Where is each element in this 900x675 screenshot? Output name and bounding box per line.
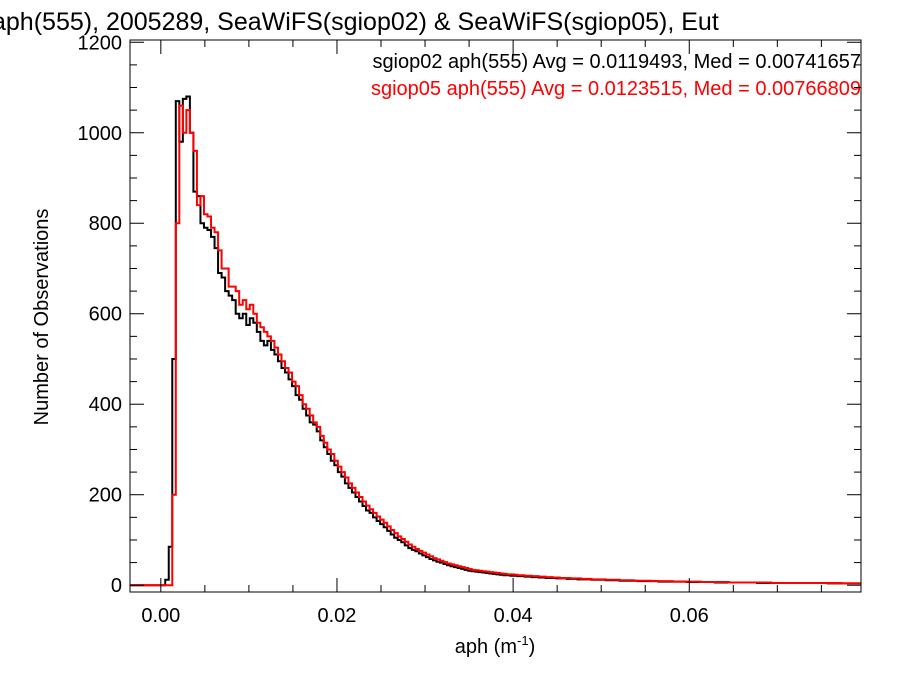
x-axis-label-close: ) [529, 636, 536, 658]
x-axis-label-main: aph (m [455, 636, 517, 658]
y-tick-label: 800 [89, 213, 122, 235]
x-tick-label: 0.00 [141, 605, 180, 627]
x-tick-label: 0.06 [670, 605, 709, 627]
plot-frame [129, 39, 862, 593]
y-tick-label: 400 [89, 394, 122, 416]
axis-ticks: 0 200 400 600 800 1000 1200 0.00 0.02 0.04 0.06 [78, 32, 861, 627]
y-tick-label: 1200 [78, 32, 123, 54]
y-tick-label: 0 [111, 575, 122, 597]
legend-entry-sgiop02: sgiop02 aph(555) Avg = 0.0119493, Med = … [372, 51, 861, 73]
y-tick-label: 600 [89, 304, 122, 326]
series-line-1 [130, 104, 861, 587]
y-tick-label: 200 [89, 485, 122, 507]
series-layer [130, 95, 861, 587]
x-tick-label: 0.04 [494, 605, 533, 627]
legend-entry-sgiop05: sgiop05 aph(555) Avg = 0.0123515, Med = … [371, 78, 861, 100]
series-line-0 [130, 95, 861, 587]
y-axis-label: Number of Observations [31, 209, 53, 426]
y-tick-label: 1000 [78, 123, 123, 145]
x-axis-label: aph (m-1) [455, 633, 535, 658]
x-axis-label-superscript: -1 [517, 633, 529, 648]
chart-title: aph(555), 2005289, SeaWiFS(sgiop02) & Se… [0, 8, 719, 36]
x-tick-label: 0.02 [318, 605, 357, 627]
